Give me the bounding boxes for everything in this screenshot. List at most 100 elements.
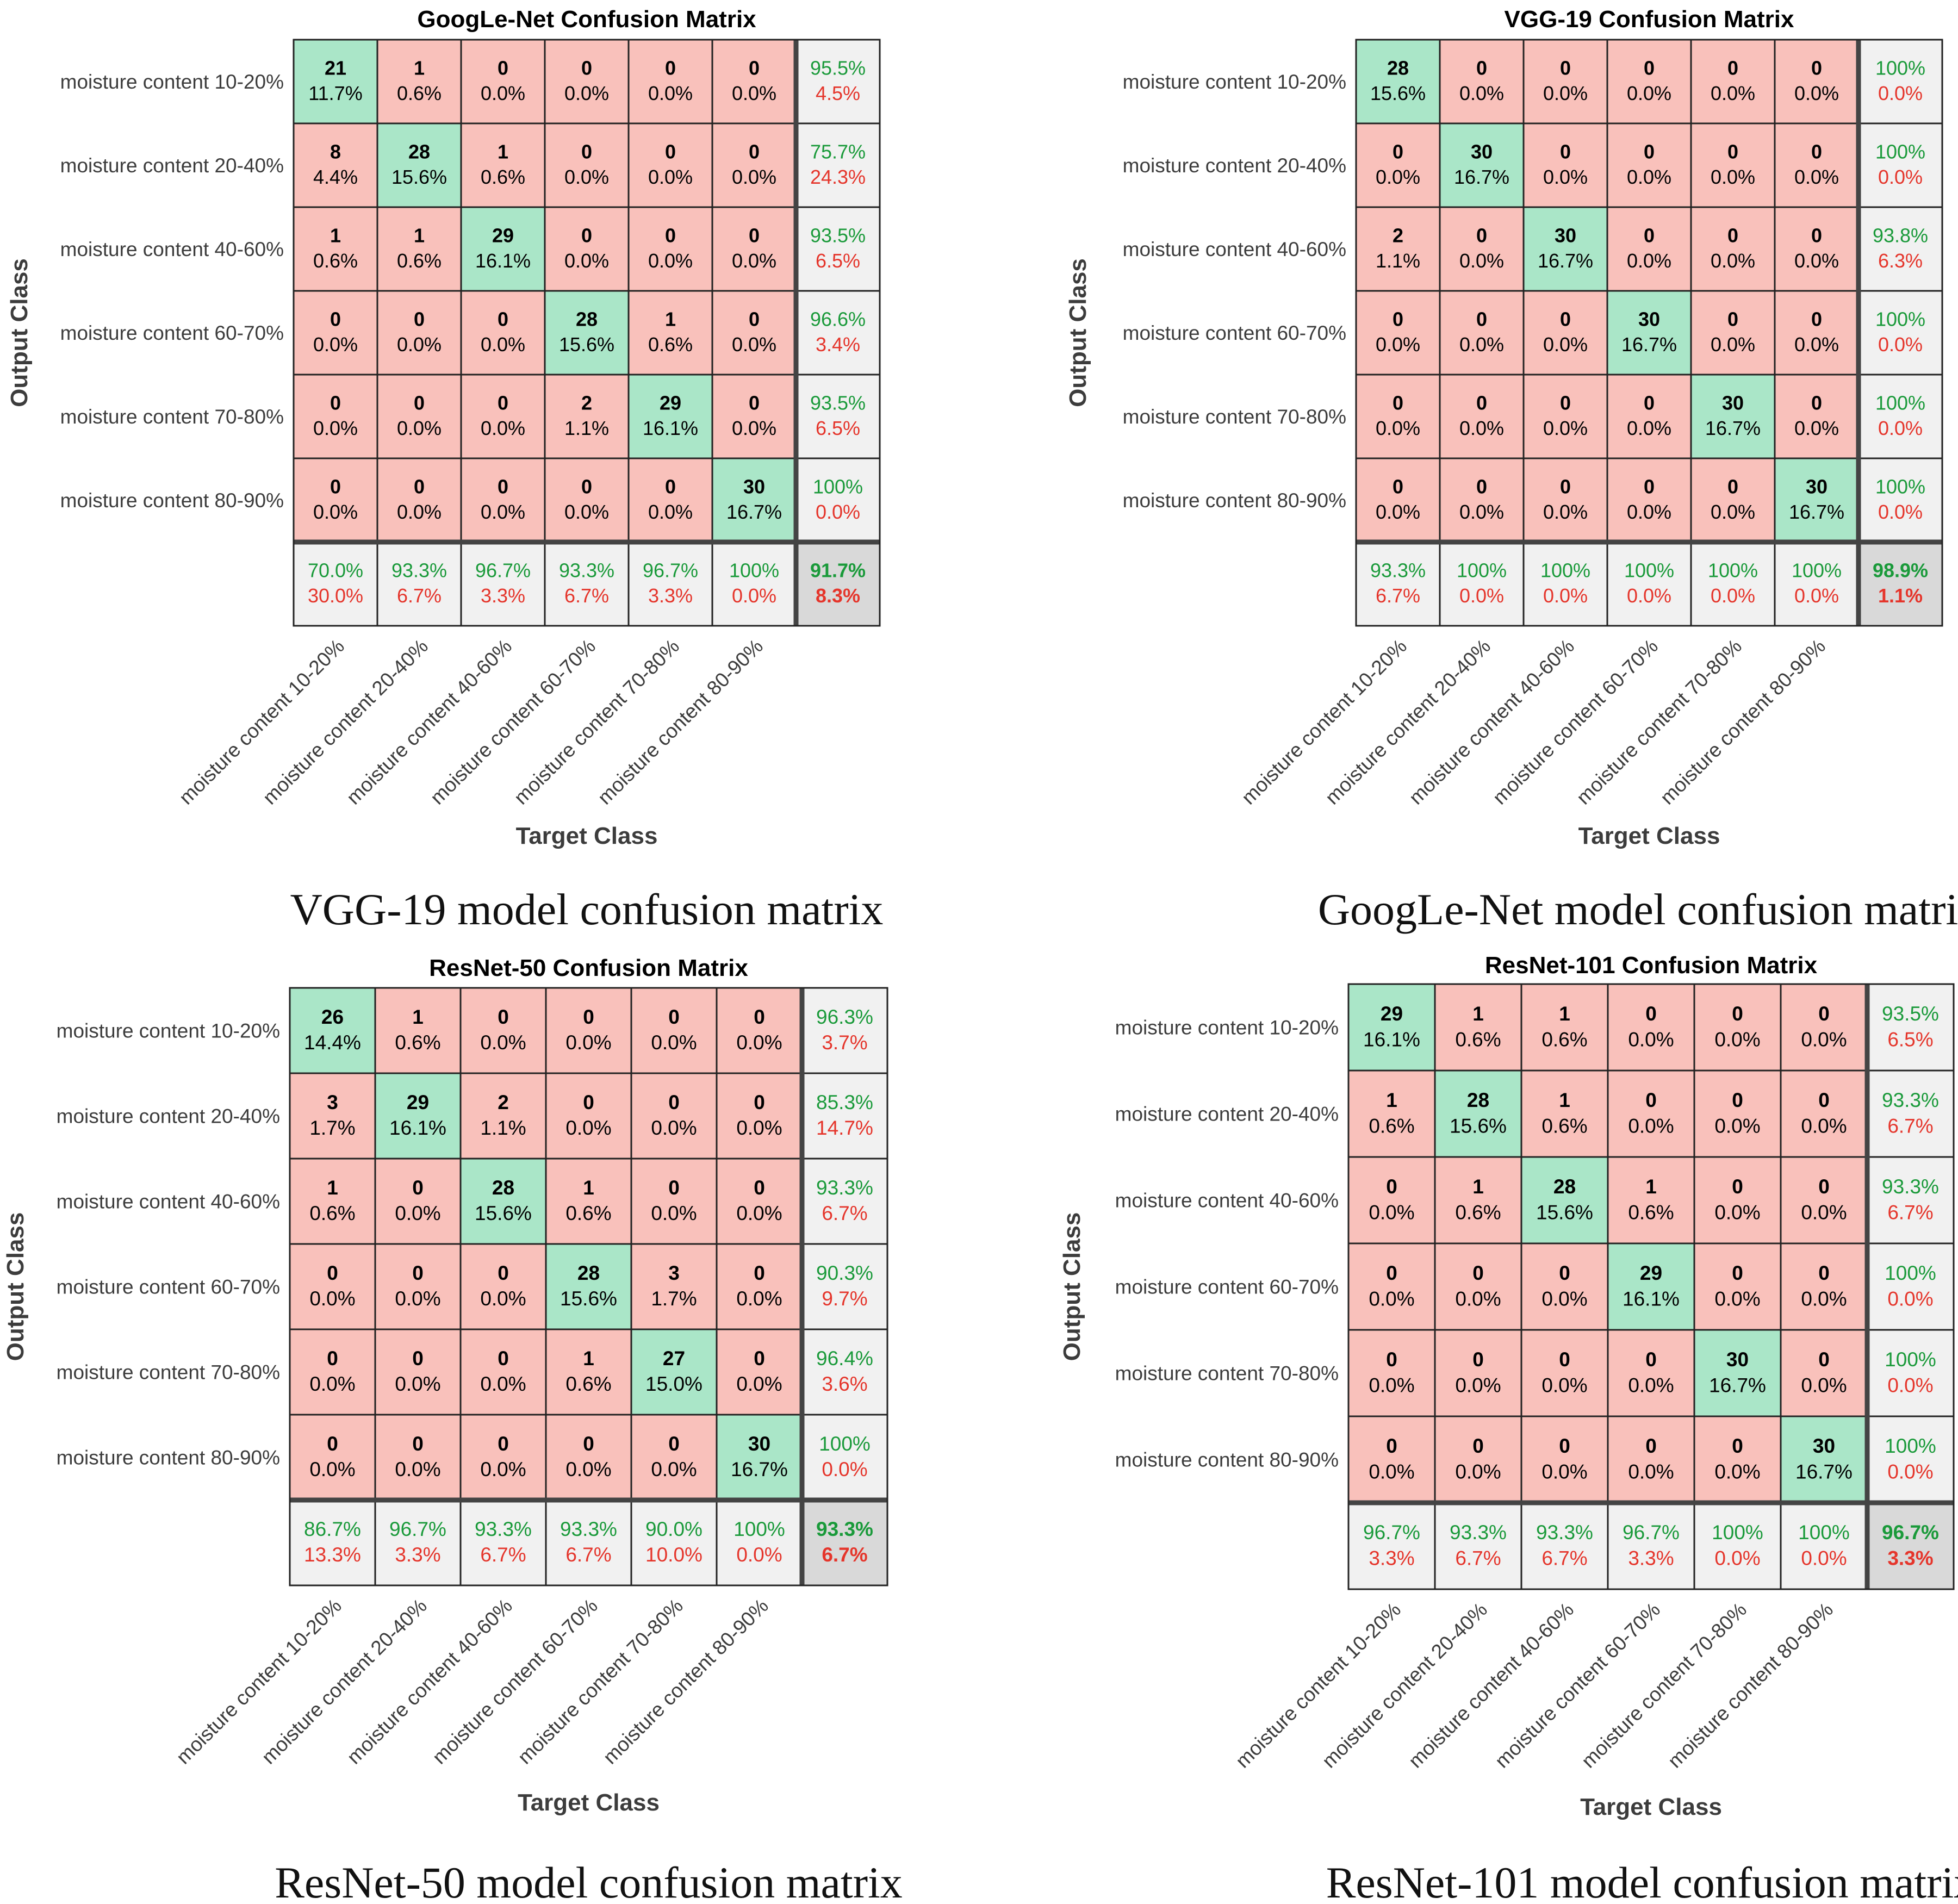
col-summary-error: 6.7% <box>1376 584 1420 607</box>
cell-count: 0 <box>1386 1262 1397 1284</box>
cell-count: 0 <box>1811 141 1822 163</box>
col-summary-correct: 70.0% <box>308 559 363 582</box>
cell-percent: 16.7% <box>1789 501 1844 523</box>
row-tick-label: moisture content 40-60% <box>1123 238 1346 260</box>
cell-count: 29 <box>1381 1003 1403 1025</box>
row-summary-correct: 96.3% <box>816 1006 873 1028</box>
row-summary-correct: 100% <box>1885 1262 1936 1284</box>
cell-count: 0 <box>1644 476 1655 498</box>
cell-count: 0 <box>412 1433 424 1455</box>
row-summary-cell <box>1866 1069 1955 1158</box>
cell-percent: 0.0% <box>480 1458 526 1480</box>
col-summary-error: 0.0% <box>1714 1547 1760 1569</box>
row-summary-correct: 100% <box>819 1433 871 1455</box>
matrix-cell <box>1606 457 1692 543</box>
cell-count: 1 <box>583 1347 594 1370</box>
cell-count: 8 <box>330 141 341 163</box>
cell-count: 0 <box>330 476 341 498</box>
cell-count: 0 <box>327 1347 338 1370</box>
cell-count: 1 <box>583 1177 594 1199</box>
cell-percent: 16.7% <box>1795 1460 1853 1483</box>
confusion-matrix-2: VGG-19 Confusion Matrix2815.6%00.0%00.0%… <box>1065 6 1958 934</box>
x-axis-label: Target Class <box>1578 823 1720 849</box>
cell-percent: 0.0% <box>1376 333 1420 356</box>
cell-count: 0 <box>754 1006 765 1028</box>
cell-count: 0 <box>1560 141 1571 163</box>
cell-percent: 0.0% <box>1628 1374 1674 1396</box>
cell-percent: 0.0% <box>397 333 442 356</box>
confusion-matrix-1: GoogLe-Net Confusion Matrix2111.7%10.6%0… <box>6 6 883 934</box>
col-summary-cell <box>1522 541 1608 627</box>
cell-count: 0 <box>665 476 676 498</box>
col-summary-error: 0.0% <box>1627 584 1671 607</box>
cell-percent: 0.6% <box>565 1373 611 1395</box>
matrix-cell <box>459 1158 547 1245</box>
row-tick-label: moisture content 20-40% <box>57 1105 280 1128</box>
col-summary-error: 0.0% <box>1794 584 1839 607</box>
row-summary-correct: 93.5% <box>810 225 866 247</box>
cell-count: 0 <box>665 57 676 79</box>
cell-percent: 0.0% <box>1627 250 1671 272</box>
col-summary-correct: 93.3% <box>1370 559 1426 582</box>
cell-count: 0 <box>498 1347 509 1370</box>
row-summary-correct: 100% <box>1885 1435 1936 1457</box>
matrix-cell <box>459 987 547 1074</box>
col-summary-correct: 100% <box>1708 559 1758 582</box>
matrix-cell <box>716 1158 803 1245</box>
row-tick-label: moisture content 70-80% <box>60 406 284 428</box>
cell-percent: 0.0% <box>1541 1374 1587 1396</box>
cell-percent: 0.0% <box>736 1202 782 1224</box>
col-summary-error: 0.0% <box>732 584 776 607</box>
x-axis-label: Target Class <box>518 1789 660 1816</box>
cell-count: 28 <box>492 1177 514 1199</box>
col-summary-correct: 96.7% <box>475 559 531 582</box>
matrix-cell <box>1690 39 1776 125</box>
cell-percent: 0.6% <box>1369 1115 1414 1137</box>
row-summary-correct: 100% <box>1875 57 1925 79</box>
cell-percent: 0.0% <box>1459 333 1504 356</box>
row-summary-cell <box>795 206 881 292</box>
col-summary-cell <box>711 541 797 627</box>
row-summary-error: 6.7% <box>1887 1115 1933 1137</box>
col-summary-correct: 93.3% <box>1536 1521 1593 1544</box>
col-tick-label: moisture content 10-20% <box>1231 1598 1405 1772</box>
col-summary-cell <box>1434 1502 1522 1590</box>
cell-count: 1 <box>665 308 676 331</box>
matrix-cell <box>545 1328 632 1416</box>
cell-percent: 0.0% <box>1711 166 1755 188</box>
row-summary-error: 6.3% <box>1878 250 1923 272</box>
matrix-title: VGG-19 Confusion Matrix <box>1505 6 1794 33</box>
cell-count: 0 <box>1727 225 1738 247</box>
cell-count: 21 <box>325 57 346 79</box>
row-summary-error: 3.4% <box>816 333 860 356</box>
panel-caption: GoogLe-Net model confusion matrix <box>1318 885 1958 934</box>
matrix-cell <box>1607 1242 1695 1331</box>
matrix-cell <box>1693 1415 1782 1504</box>
matrix-cell <box>374 1072 462 1160</box>
cell-percent: 0.0% <box>564 250 609 272</box>
cell-percent: 0.0% <box>1459 501 1504 523</box>
cell-percent: 1.1% <box>480 1117 526 1139</box>
row-summary-cell <box>1857 457 1943 543</box>
matrix-cell <box>1434 1069 1522 1158</box>
cell-count: 0 <box>327 1433 338 1455</box>
cell-count: 2 <box>1393 225 1403 247</box>
matrix-title: GoogLe-Net Confusion Matrix <box>417 6 756 33</box>
row-summary-error: 6.5% <box>816 250 860 272</box>
cell-percent: 0.0% <box>732 166 776 188</box>
cell-percent: 16.7% <box>1709 1374 1766 1396</box>
cell-percent: 0.0% <box>1455 1374 1501 1396</box>
cell-count: 0 <box>1393 308 1403 331</box>
row-summary-cell <box>1866 1415 1955 1504</box>
cell-percent: 0.0% <box>480 1287 526 1310</box>
matrix-cell <box>711 457 797 543</box>
row-summary-error: 0.0% <box>1887 1460 1933 1483</box>
col-summary-cell <box>1347 1502 1436 1590</box>
matrix-cell <box>1439 374 1525 459</box>
cell-percent: 16.7% <box>726 501 782 523</box>
cell-percent: 0.0% <box>651 1031 697 1054</box>
matrix-cell <box>1690 206 1776 292</box>
col-tick-label: moisture content 20-40% <box>257 1595 431 1769</box>
col-summary-error: 0.0% <box>1459 584 1504 607</box>
